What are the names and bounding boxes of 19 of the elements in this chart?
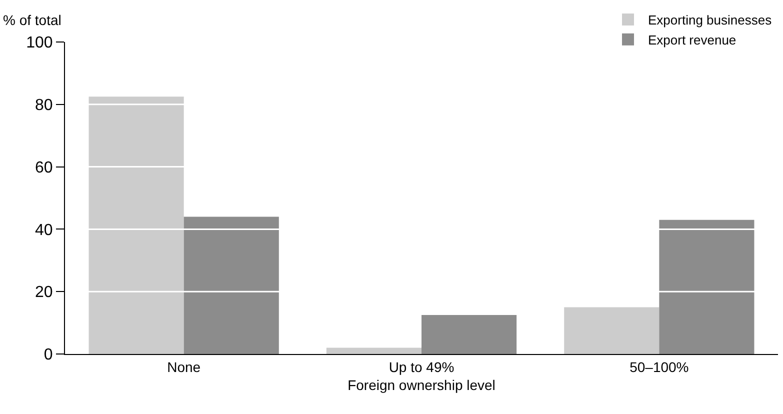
legend-label: Exporting businesses: [648, 12, 772, 28]
y-tick-label: 100: [26, 34, 53, 52]
x-tick-label: Up to 49%: [388, 358, 454, 375]
y-tick-label: 80: [35, 97, 53, 114]
bar: [422, 315, 517, 354]
legend-label: Export revenue: [648, 32, 736, 48]
bar: [564, 307, 660, 354]
y-tick-label: 20: [35, 284, 53, 302]
y-tick-label: 40: [35, 222, 53, 239]
x-tick-label: 50–100%: [630, 358, 689, 375]
x-axis-title: Foreign ownership level: [348, 377, 496, 394]
bar: [88, 96, 184, 354]
bar: [326, 348, 422, 354]
y-tick-label: 0: [44, 346, 53, 364]
x-tick-label: None: [167, 358, 201, 375]
y-tick-label: 60: [35, 159, 53, 176]
y-axis-title: % of total: [3, 12, 62, 28]
bar: [659, 220, 754, 354]
bar: [184, 216, 279, 354]
